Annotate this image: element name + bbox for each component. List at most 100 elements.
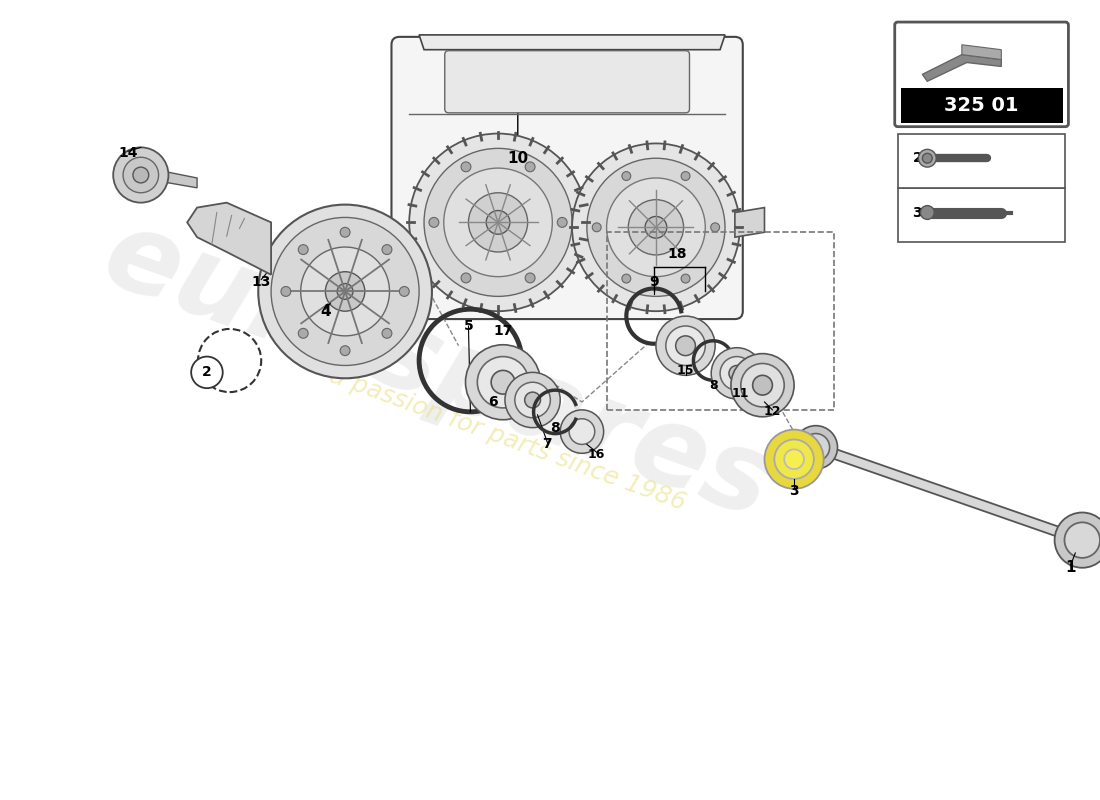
Circle shape (338, 283, 353, 299)
Circle shape (784, 450, 804, 469)
Circle shape (525, 162, 535, 172)
Polygon shape (923, 54, 1001, 82)
Polygon shape (419, 35, 725, 50)
Text: 16: 16 (588, 448, 605, 461)
Text: 6: 6 (488, 395, 498, 409)
FancyBboxPatch shape (901, 88, 1064, 122)
Circle shape (606, 178, 705, 277)
Circle shape (918, 150, 936, 167)
Circle shape (486, 210, 510, 234)
Circle shape (515, 382, 550, 418)
Text: 3: 3 (913, 206, 922, 219)
Circle shape (1055, 513, 1100, 568)
Text: 2: 2 (202, 366, 212, 379)
Circle shape (729, 366, 745, 382)
Text: a passion for parts since 1986: a passion for parts since 1986 (327, 363, 690, 515)
Circle shape (802, 434, 829, 461)
Circle shape (645, 217, 667, 238)
Text: 4: 4 (320, 304, 331, 318)
Circle shape (525, 392, 540, 408)
Circle shape (560, 410, 604, 454)
Circle shape (675, 336, 695, 355)
Text: 9: 9 (649, 274, 659, 289)
FancyBboxPatch shape (894, 22, 1068, 126)
Circle shape (558, 218, 568, 227)
Polygon shape (157, 170, 197, 188)
Circle shape (340, 346, 350, 355)
Circle shape (587, 158, 725, 296)
Text: 12: 12 (763, 406, 781, 418)
Circle shape (628, 200, 683, 255)
Circle shape (720, 357, 754, 390)
Text: 17: 17 (493, 324, 513, 338)
Circle shape (666, 326, 705, 366)
Circle shape (258, 205, 432, 378)
Text: 8: 8 (708, 378, 717, 392)
Text: 10: 10 (507, 150, 528, 166)
Text: eurospares: eurospares (90, 200, 788, 541)
Circle shape (681, 274, 690, 283)
Circle shape (569, 418, 595, 445)
Circle shape (461, 273, 471, 283)
Circle shape (271, 218, 419, 366)
Circle shape (133, 167, 148, 183)
Text: 2: 2 (913, 151, 922, 166)
Circle shape (300, 247, 389, 336)
Text: 14: 14 (118, 146, 138, 160)
Polygon shape (814, 442, 1084, 545)
Circle shape (921, 206, 934, 219)
Text: 11: 11 (732, 386, 749, 399)
Circle shape (424, 148, 572, 296)
Circle shape (382, 245, 392, 254)
Circle shape (382, 328, 392, 338)
Text: 325 01: 325 01 (944, 97, 1019, 115)
Text: 13: 13 (252, 274, 271, 289)
Text: 3: 3 (790, 484, 799, 498)
Circle shape (505, 372, 560, 428)
Circle shape (711, 223, 719, 232)
Circle shape (409, 134, 587, 311)
FancyBboxPatch shape (898, 134, 1066, 188)
Circle shape (572, 143, 740, 311)
Circle shape (477, 357, 529, 408)
Circle shape (774, 439, 814, 479)
Circle shape (730, 354, 794, 417)
Circle shape (621, 274, 630, 283)
Text: 5: 5 (463, 319, 473, 333)
FancyBboxPatch shape (898, 188, 1066, 242)
Circle shape (443, 168, 552, 277)
Circle shape (656, 316, 715, 375)
Circle shape (764, 430, 824, 489)
Circle shape (326, 272, 365, 311)
FancyBboxPatch shape (444, 50, 690, 113)
Circle shape (465, 345, 540, 420)
Text: 18: 18 (668, 247, 688, 261)
Circle shape (794, 426, 837, 469)
Text: 7: 7 (542, 438, 552, 451)
Circle shape (740, 363, 784, 407)
Circle shape (298, 245, 308, 254)
Circle shape (621, 171, 630, 181)
Circle shape (461, 162, 471, 172)
Circle shape (712, 348, 762, 399)
Circle shape (525, 273, 535, 283)
Circle shape (123, 158, 158, 193)
Circle shape (752, 375, 772, 395)
Circle shape (191, 357, 222, 388)
FancyBboxPatch shape (392, 37, 742, 319)
Circle shape (923, 154, 932, 163)
Circle shape (280, 286, 290, 296)
Circle shape (113, 147, 168, 202)
Circle shape (399, 286, 409, 296)
Circle shape (1065, 522, 1100, 558)
Circle shape (681, 171, 690, 181)
Circle shape (429, 218, 439, 227)
Circle shape (340, 227, 350, 237)
Text: 1: 1 (1065, 560, 1076, 575)
Polygon shape (961, 45, 1001, 59)
Circle shape (469, 193, 528, 252)
Text: 15: 15 (676, 364, 694, 377)
Text: 8: 8 (550, 421, 560, 434)
Polygon shape (187, 202, 271, 274)
Polygon shape (735, 207, 764, 237)
